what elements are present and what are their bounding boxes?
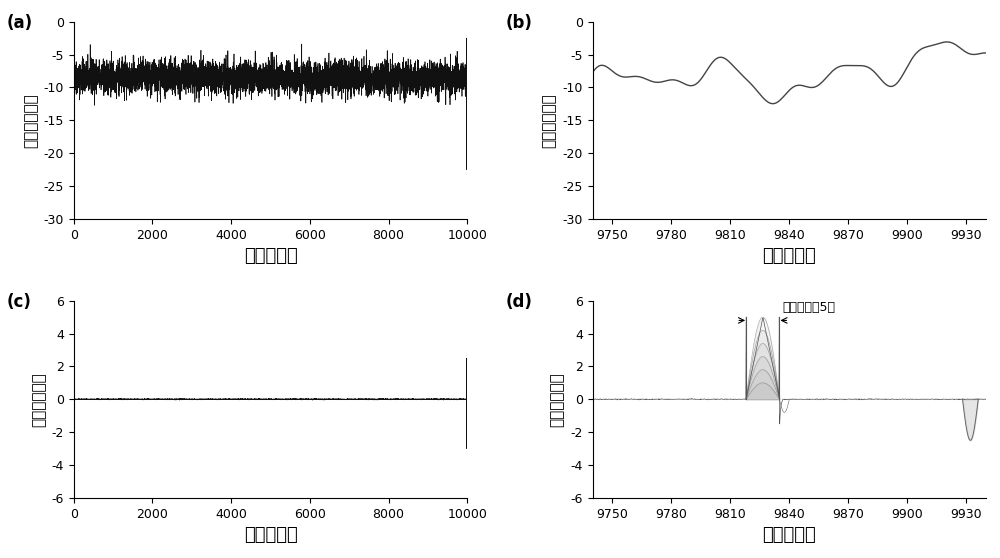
X-axis label: 距离（米）: 距离（米） — [762, 247, 816, 265]
Y-axis label: 强度（分贝）: 强度（分贝） — [542, 93, 557, 148]
Text: (c): (c) — [7, 293, 32, 311]
Y-axis label: 相位（弧度）: 相位（弧度） — [550, 372, 565, 427]
Text: 空间分辨玄5米: 空间分辨玄5米 — [782, 301, 835, 314]
X-axis label: 距离（米）: 距离（米） — [244, 526, 297, 544]
Text: (b): (b) — [506, 14, 533, 32]
Y-axis label: 相位（弧度）: 相位（弧度） — [31, 372, 46, 427]
X-axis label: 距离（米）: 距离（米） — [244, 247, 297, 265]
Text: (a): (a) — [7, 14, 33, 32]
Y-axis label: 强度（分贝）: 强度（分贝） — [23, 93, 38, 148]
X-axis label: 距离（米）: 距离（米） — [762, 526, 816, 544]
Text: (d): (d) — [506, 293, 533, 311]
